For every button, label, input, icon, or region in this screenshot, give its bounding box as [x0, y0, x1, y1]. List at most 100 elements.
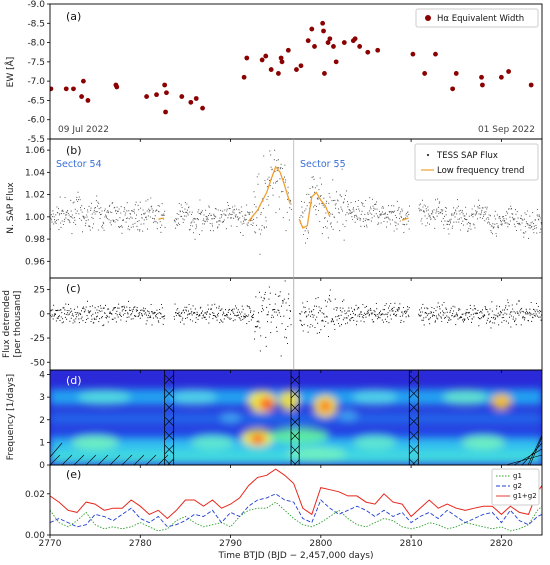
sector-54-label: Sector 54 [56, 159, 102, 170]
legend-b-text-1: TESS SAP Flux [436, 151, 498, 161]
ew-point [241, 74, 247, 80]
legend-b-marker [426, 153, 430, 157]
series-g1-line [50, 501, 542, 532]
panel-c-label: (c) [66, 282, 81, 295]
ylabel-c-line1: Flux detrended [2, 290, 12, 358]
ew-point [81, 78, 86, 84]
panel-e-label: (e) [66, 468, 81, 481]
xtick-label-4: 2810 [400, 539, 423, 549]
ew-point [278, 55, 284, 61]
ytick-label-b-1: 0.98 [25, 235, 45, 245]
ew-point [453, 71, 459, 76]
legend-e-g1g2-text: g1+g2 [513, 492, 537, 500]
panel-d-label: (d) [66, 374, 82, 387]
ylabel-b: N. SAP Flux [6, 182, 16, 234]
ew-point [114, 84, 120, 90]
cone-of-influence [50, 434, 542, 465]
ytick-label-c-0: -50 [30, 358, 45, 368]
ytick-label-a-2: -8.0 [27, 39, 45, 49]
frame-c [49, 277, 543, 371]
heat-blob [250, 433, 265, 444]
ylabel-c-line2: [per thousand] [13, 291, 23, 358]
ytick-label-b-2: 1.00 [25, 213, 45, 223]
ew-point [450, 86, 456, 92]
xtick-label-5: 2820 [490, 539, 513, 549]
ytick-label-d-3: 3 [39, 393, 45, 403]
legend-b-text-2: Low frequency trend [437, 166, 524, 176]
panel-b-label: (b) [66, 144, 82, 157]
gap-region-0-hatch [164, 370, 174, 465]
frame-e [49, 464, 543, 536]
panel-c-points [50, 278, 542, 370]
ytick-label-a-1: -8.5 [27, 19, 45, 29]
heat-blob [78, 389, 131, 406]
ew-point [268, 67, 274, 72]
ytick-label-d-2: 2 [39, 416, 45, 426]
heat-blob [286, 446, 347, 461]
ew-point [163, 109, 168, 115]
heat-blob [279, 390, 300, 411]
ytick-label-b-3: 1.02 [25, 191, 45, 201]
heat-blob [259, 397, 274, 410]
ytick-label-b-5: 1.06 [25, 146, 45, 156]
xtick-label-1: 2780 [129, 539, 152, 549]
ew-point [357, 44, 363, 49]
xtick-label-3: 2800 [309, 539, 332, 549]
ylabel-d: Frequency [1/days] [6, 374, 16, 460]
ew-point [325, 40, 331, 45]
ew-point [275, 71, 281, 76]
ew-point [244, 55, 250, 61]
ew-point [480, 82, 485, 88]
heat-blob [71, 435, 120, 450]
ew-point [375, 47, 381, 53]
ytick-label-d-0: 0 [39, 461, 45, 471]
ew-point [164, 90, 169, 96]
ew-point [71, 86, 76, 92]
ytick-label-a-3: -7.5 [27, 58, 45, 68]
ew-point [144, 94, 149, 99]
heat-blob [352, 435, 397, 450]
ytick-label-a-6: -6.0 [27, 116, 45, 126]
ew-point [79, 94, 84, 99]
ew-point [333, 59, 339, 65]
ew-point [154, 92, 159, 98]
legend-b-box [414, 143, 539, 181]
xtick-label-2: 2790 [219, 539, 242, 549]
ytick-label-d-1: 1 [39, 438, 45, 448]
ew-point [331, 44, 336, 49]
heat-blob [352, 389, 397, 406]
ew-point [433, 51, 438, 57]
heat-blob [268, 427, 329, 444]
heatmap-panel [50, 370, 542, 465]
ew-point [479, 74, 484, 80]
ytick-label-c-2: 0 [39, 310, 45, 320]
ylabel-a: EW [Å] [4, 57, 16, 88]
ew-point [322, 71, 327, 76]
ew-point [162, 82, 168, 88]
legend-e: g1 g2 g1+g2 [491, 468, 540, 506]
ew-point [312, 44, 317, 49]
legend-e-g2-text: g2 [513, 482, 522, 490]
ew-point [200, 105, 205, 111]
panel-a-points [50, 20, 534, 115]
ew-point [263, 53, 269, 59]
ytick-label-e-0: 0.00 [25, 531, 45, 541]
ew-point [320, 20, 326, 26]
ytick-label-a-5: -6.5 [27, 96, 45, 106]
ytick-label-e-1: 0.02 [25, 490, 45, 500]
gap-region-0 [164, 370, 175, 465]
legend-e-g1-text: g1 [513, 472, 522, 480]
ew-point [410, 51, 416, 57]
legend-a: Hα Equivalent Width [415, 8, 539, 28]
detrended-points [50, 280, 542, 357]
xtick-label-0: 2770 [39, 539, 62, 549]
ew-point [352, 36, 358, 42]
gap-region-2-hatch [409, 370, 419, 465]
ew-point [506, 69, 511, 74]
heat-blob [337, 409, 358, 422]
ytick-label-b-4: 1.04 [25, 168, 45, 178]
ew-point [528, 82, 534, 88]
ew-point [179, 94, 185, 99]
ew-point [63, 86, 69, 92]
